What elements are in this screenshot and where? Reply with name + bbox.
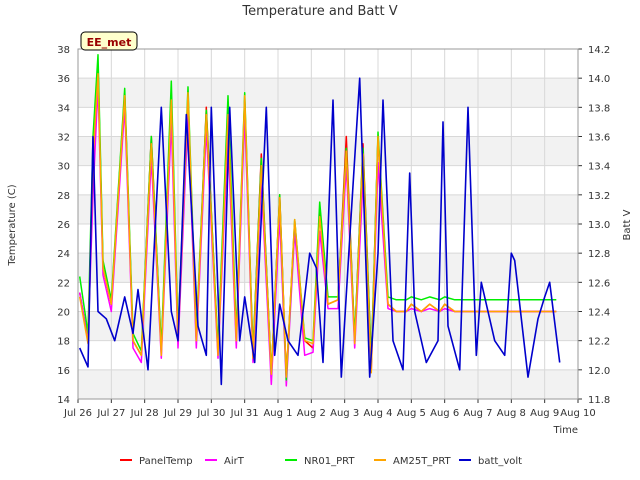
y2-tick-label: 12.0	[588, 366, 610, 377]
plot-area	[77, 48, 579, 400]
chart-title: Temperature and Batt V	[241, 4, 397, 19]
y2-tick-label: 12.6	[588, 278, 610, 289]
y-tick-label: 14	[57, 395, 70, 406]
x-tick-label: Jul 29	[163, 408, 192, 419]
y2-axis-label: Batt V	[622, 209, 633, 240]
station-badge: EE_met	[80, 31, 138, 51]
x-tick-label: Jul 28	[130, 408, 159, 419]
series-line-batt-volt	[78, 77, 561, 386]
band	[78, 253, 578, 283]
x-tick-label: Aug 2	[297, 408, 326, 419]
y2-tick-label: 13.0	[588, 220, 610, 231]
x-tick-label: Jul 27	[96, 408, 125, 419]
x-tick-label: Aug 10	[560, 408, 595, 419]
y2-tick-label: 13.2	[588, 191, 610, 202]
y-axis-label: Temperature (C)	[7, 184, 18, 266]
band	[78, 78, 578, 108]
band	[78, 136, 578, 166]
legend-label: PanelTemp	[139, 456, 193, 467]
x-tick-label: Aug 9	[530, 408, 559, 419]
x-axis-label: Time	[553, 425, 578, 436]
x-tick-label: Aug 5	[397, 408, 426, 419]
y-tick-label: 16	[57, 366, 70, 377]
y2-tick-label: 13.8	[588, 103, 610, 114]
x-tick-label: Aug 6	[430, 408, 459, 419]
y-tick-label: 24	[57, 249, 70, 260]
x-tick-label: Aug 3	[330, 408, 359, 419]
x-tick-label: Aug 8	[497, 408, 526, 419]
station-badge-box	[80, 31, 138, 51]
y-tick-label: 28	[57, 191, 70, 202]
y2-tick-label: 12.4	[588, 308, 610, 319]
station-badge-label: EE_met	[87, 36, 132, 49]
x-tick-label: Jul 30	[196, 408, 225, 419]
legend-label: batt_volt	[478, 456, 522, 467]
legend: PanelTemp AirT NR01_PRT AM25T_PRT batt_volt	[120, 456, 522, 467]
x-tick-label: Aug 4	[363, 408, 392, 419]
y2-tick-label: 14.0	[588, 74, 610, 85]
series-lines	[78, 54, 561, 387]
y2-tick-label: 13.4	[588, 162, 610, 173]
x-tick-label: Aug 7	[463, 408, 492, 419]
y-tick-label: 20	[57, 308, 70, 319]
x-tick-label: Jul 31	[230, 408, 259, 419]
y-tick-label: 34	[57, 103, 70, 114]
y-tick-label: 32	[57, 133, 70, 144]
axes: 14 16 18 20 22 24 26 28 30 32 34 36 38 Jul 26 Jul 27 Ju…	[57, 45, 610, 419]
plot-frame	[77, 48, 579, 400]
x-tick-label: Aug 1	[263, 408, 292, 419]
x-tick-label: Jul 26	[63, 408, 92, 419]
band	[78, 311, 578, 341]
y-tick-label: 18	[57, 337, 70, 348]
y-tick-label: 36	[57, 74, 70, 85]
y-tick-label: 38	[57, 45, 70, 56]
legend-label: AirT	[224, 456, 245, 467]
y2-tick-label: 12.2	[588, 337, 610, 348]
legend-label: NR01_PRT	[304, 456, 355, 467]
y2-tick-label: 14.2	[588, 45, 610, 56]
y-tick-label: 22	[57, 278, 70, 289]
legend-label: AM25T_PRT	[393, 456, 452, 467]
y-tick-label: 26	[57, 220, 70, 231]
y-tick-label: 30	[57, 162, 70, 173]
y2-tick-label: 13.6	[588, 133, 610, 144]
y2-tick-label: 12.8	[588, 249, 610, 260]
band	[78, 369, 578, 399]
y2-tick-label: 11.8	[588, 395, 610, 406]
